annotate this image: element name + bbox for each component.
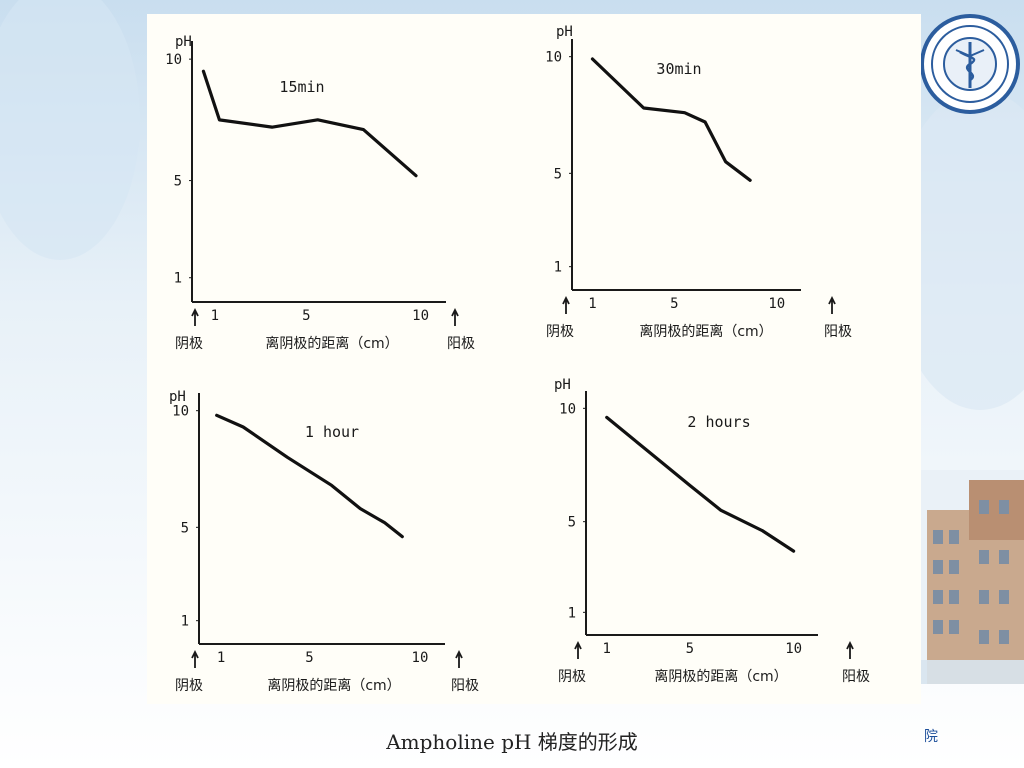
anode-label: 阳极 — [842, 669, 870, 685]
anode-label: 阳极 — [451, 678, 479, 694]
chart-title: 30min — [656, 60, 701, 78]
x-axis-label: 离阴极的距离（cm） — [265, 335, 398, 352]
y-tick-label: 5 — [181, 520, 189, 536]
cathode-arrow — [191, 307, 199, 326]
chart-title: 15min — [279, 78, 324, 96]
y-tick-label: 1 — [554, 260, 562, 276]
x-tick-label: 10 — [785, 641, 802, 657]
anode-label: 阳极 — [447, 336, 475, 352]
x-axis-label: 离阴极的距离（cm） — [654, 668, 787, 685]
anode-arrow — [846, 640, 854, 659]
ph-gradient-line — [590, 57, 752, 182]
y-tick-label: 5 — [554, 166, 562, 182]
x-tick-label: 5 — [670, 296, 678, 312]
cathode-arrow — [191, 649, 199, 668]
ph-gradient-line — [201, 69, 418, 178]
y-tick-label: 1 — [181, 614, 189, 630]
cathode-label: 阴极 — [175, 336, 203, 352]
cathode-label: 阴极 — [558, 669, 586, 685]
chart-title: 1 hour — [305, 423, 359, 441]
y-tick-label: 1 — [174, 271, 182, 287]
x-tick-label: 10 — [412, 308, 429, 324]
y-tick-label: 10 — [559, 401, 576, 417]
figure-caption: Ampholine pH 梯度的形成 — [386, 730, 638, 754]
cathode-arrow — [574, 640, 582, 659]
figure-panel: 1 5 10 1 5 10 pH 15min 阴极 离阴极的距离（cm） 阳极 1 5 10 1 5 10 pH… — [147, 14, 921, 704]
y-axis-label: pH — [169, 389, 186, 405]
chart-title: 2 hours — [687, 413, 750, 431]
y-tick-label: 1 — [568, 605, 576, 621]
x-tick-label: 1 — [603, 641, 611, 657]
y-tick-label: 5 — [568, 515, 576, 531]
cathode-label: 阴极 — [546, 324, 574, 340]
x-tick-label: 10 — [412, 650, 429, 666]
x-tick-label: 1 — [217, 650, 225, 666]
anode-arrow — [828, 295, 836, 314]
ph-gradient-line — [605, 415, 796, 553]
x-axis-label: 离阴极的距离（cm） — [639, 323, 772, 340]
x-tick-label: 5 — [302, 308, 310, 324]
building-photo — [921, 470, 1024, 684]
x-tick-label: 5 — [305, 650, 313, 666]
y-axis-label: pH — [556, 24, 573, 40]
x-tick-label: 10 — [768, 296, 785, 312]
y-tick-label: 10 — [545, 50, 562, 66]
x-tick-label: 1 — [588, 296, 596, 312]
ph-gradient-line — [215, 413, 404, 539]
y-axis-label: pH — [554, 377, 571, 393]
y-tick-label: 10 — [172, 404, 189, 420]
cathode-arrow — [562, 295, 570, 314]
university-seal-logo — [920, 14, 1020, 114]
x-axis-label: 离阴极的距离（cm） — [267, 677, 400, 694]
y-axis-label: pH — [175, 34, 192, 50]
anode-label: 阳极 — [824, 324, 852, 340]
footer-fragment: 院 — [924, 729, 938, 745]
x-tick-label: 5 — [686, 641, 694, 657]
y-tick-label: 10 — [165, 52, 182, 68]
anode-arrow — [455, 649, 463, 668]
anode-arrow — [451, 307, 459, 326]
y-tick-label: 5 — [174, 174, 182, 190]
cathode-label: 阴极 — [175, 678, 203, 694]
x-tick-label: 1 — [211, 308, 219, 324]
